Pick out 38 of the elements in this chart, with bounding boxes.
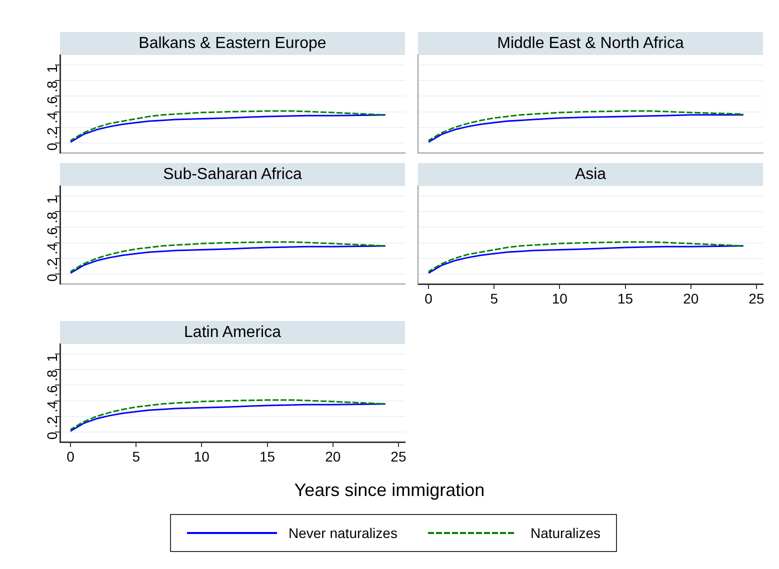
y-tick-label: .4 <box>44 400 60 412</box>
y-tick-label: .4 <box>44 112 60 124</box>
chart-title: Sub-Saharan Africa <box>60 163 405 186</box>
x-axis-title: Years since immigration <box>293 480 486 501</box>
x-tick-label: 5 <box>132 448 140 464</box>
y-tick-label: .8 <box>44 369 60 382</box>
y-tick-label: 0 <box>44 142 60 151</box>
x-tick-label: 5 <box>490 290 498 306</box>
y-tick-label: .2 <box>44 127 60 140</box>
y-tick-label: .6 <box>44 227 60 239</box>
y-tick-label: 0 <box>44 274 60 282</box>
y-tick-label: .4 <box>44 242 60 254</box>
x-tick-label: 20 <box>683 290 699 306</box>
legend-label: Naturalizes <box>530 525 600 541</box>
y-tick-label: 1 <box>44 196 60 204</box>
chart-title: Asia <box>418 163 763 186</box>
legend-label: Never naturalizes <box>288 525 398 541</box>
y-tick-label: 1 <box>44 64 60 73</box>
y-tick-label: .6 <box>44 96 60 108</box>
chart-title: Balkans & Eastern Europe <box>60 32 405 55</box>
x-tick-label: 25 <box>748 290 764 306</box>
x-tick-label: 10 <box>194 448 210 464</box>
y-tick-label: .2 <box>44 258 60 270</box>
x-tick-label: 0 <box>424 290 433 306</box>
x-tick-label: 15 <box>259 448 276 464</box>
y-tick-label: .2 <box>44 416 60 428</box>
chart-title: Middle East & North Africa <box>418 32 763 55</box>
y-tick-label: .6 <box>44 385 60 397</box>
x-tick-label: 25 <box>390 448 406 464</box>
y-tick-label: 0 <box>44 432 60 440</box>
y-tick-label: .8 <box>44 211 60 224</box>
x-tick-label: 10 <box>552 290 568 306</box>
y-tick-label: .8 <box>44 80 60 92</box>
y-tick-label: 1 <box>44 354 60 362</box>
x-tick-label: 20 <box>325 448 341 464</box>
x-tick-label: 15 <box>617 290 634 306</box>
chart-title: Latin America <box>60 321 405 344</box>
x-tick-label: 0 <box>66 448 75 464</box>
